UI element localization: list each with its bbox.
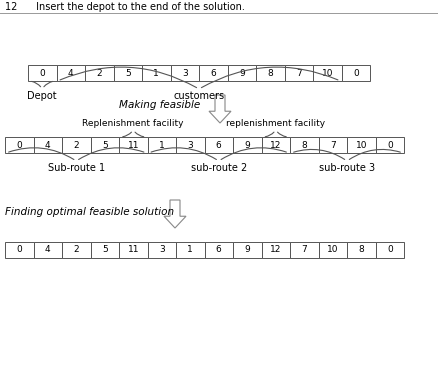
- Text: 3: 3: [159, 245, 165, 255]
- Text: 11: 11: [127, 141, 139, 149]
- Text: 5: 5: [102, 245, 108, 255]
- Bar: [57, 65, 85, 81]
- Bar: [233, 242, 261, 258]
- Text: 9: 9: [239, 68, 245, 78]
- Bar: [318, 137, 347, 153]
- Bar: [318, 242, 347, 258]
- Bar: [119, 137, 148, 153]
- Text: 4: 4: [45, 245, 50, 255]
- Bar: [256, 65, 285, 81]
- Text: 8: 8: [358, 245, 364, 255]
- Bar: [28, 65, 57, 81]
- Bar: [375, 242, 404, 258]
- Bar: [199, 65, 227, 81]
- Text: 0: 0: [387, 141, 392, 149]
- Text: 0: 0: [353, 68, 359, 78]
- Text: 12: 12: [270, 245, 282, 255]
- Bar: [176, 137, 205, 153]
- Bar: [113, 65, 142, 81]
- Text: Finding optimal feasible solution: Finding optimal feasible solution: [5, 207, 174, 217]
- Text: sub-route 2: sub-route 2: [191, 163, 247, 173]
- Bar: [170, 65, 199, 81]
- Bar: [33, 242, 62, 258]
- Text: 7: 7: [330, 141, 336, 149]
- Text: 0: 0: [39, 68, 45, 78]
- Bar: [290, 242, 318, 258]
- Bar: [33, 137, 62, 153]
- Bar: [205, 137, 233, 153]
- Text: 9: 9: [244, 141, 250, 149]
- Bar: [313, 65, 342, 81]
- Bar: [347, 137, 375, 153]
- Bar: [285, 65, 313, 81]
- Text: 10: 10: [327, 245, 339, 255]
- Text: 3: 3: [187, 141, 193, 149]
- Bar: [205, 242, 233, 258]
- Text: 12      Insert the depot to the end of the solution.: 12 Insert the depot to the end of the so…: [5, 2, 245, 12]
- Text: 10: 10: [356, 141, 367, 149]
- Polygon shape: [164, 200, 186, 228]
- Text: 2: 2: [74, 245, 79, 255]
- Text: 12: 12: [270, 141, 282, 149]
- Text: 11: 11: [127, 245, 139, 255]
- Text: sub-route 3: sub-route 3: [319, 163, 375, 173]
- Bar: [227, 65, 256, 81]
- Text: 3: 3: [182, 68, 187, 78]
- Bar: [5, 137, 33, 153]
- Text: 7: 7: [301, 245, 307, 255]
- Text: 5: 5: [125, 68, 131, 78]
- Bar: [119, 242, 148, 258]
- Text: 4: 4: [68, 68, 74, 78]
- Bar: [261, 242, 290, 258]
- Text: customers: customers: [173, 91, 225, 101]
- Bar: [233, 137, 261, 153]
- Text: 2: 2: [96, 68, 102, 78]
- Text: 8: 8: [301, 141, 307, 149]
- Text: 1: 1: [159, 141, 165, 149]
- Bar: [148, 242, 176, 258]
- Text: 2: 2: [74, 141, 79, 149]
- Bar: [142, 65, 170, 81]
- Bar: [347, 242, 375, 258]
- Text: 0: 0: [16, 141, 22, 149]
- Text: 9: 9: [244, 245, 250, 255]
- Bar: [290, 137, 318, 153]
- Bar: [5, 242, 33, 258]
- Bar: [62, 242, 91, 258]
- Polygon shape: [209, 95, 231, 123]
- Text: Sub-route 1: Sub-route 1: [48, 163, 105, 173]
- Text: 6: 6: [216, 141, 222, 149]
- Bar: [176, 242, 205, 258]
- Text: 7: 7: [296, 68, 302, 78]
- Bar: [62, 137, 91, 153]
- Text: 1: 1: [153, 68, 159, 78]
- Bar: [375, 137, 404, 153]
- Text: replenishment facility: replenishment facility: [226, 119, 325, 128]
- Text: 6: 6: [216, 245, 222, 255]
- Text: 0: 0: [16, 245, 22, 255]
- Text: Making feasible: Making feasible: [120, 100, 201, 110]
- Bar: [91, 242, 119, 258]
- Text: 8: 8: [267, 68, 273, 78]
- Bar: [261, 137, 290, 153]
- Text: 4: 4: [45, 141, 50, 149]
- Text: Replenishment facility: Replenishment facility: [82, 119, 184, 128]
- Text: 0: 0: [387, 245, 392, 255]
- Bar: [148, 137, 176, 153]
- Text: 6: 6: [210, 68, 216, 78]
- Bar: [91, 137, 119, 153]
- Text: Depot: Depot: [28, 91, 57, 101]
- Text: 5: 5: [102, 141, 108, 149]
- Bar: [342, 65, 370, 81]
- Text: 1: 1: [187, 245, 193, 255]
- Bar: [85, 65, 113, 81]
- Text: 10: 10: [321, 68, 333, 78]
